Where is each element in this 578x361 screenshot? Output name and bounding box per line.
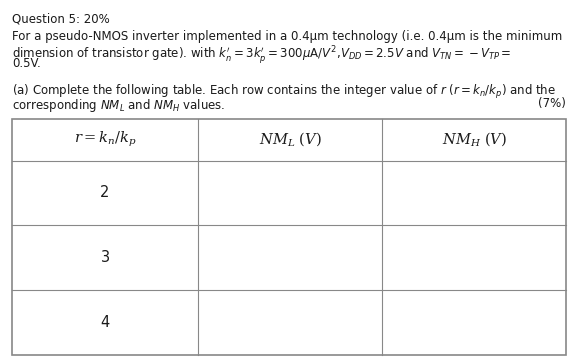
Text: (7%): (7%) [538,96,566,109]
Text: $NM_H\ (V)$: $NM_H\ (V)$ [442,131,506,148]
Text: 2: 2 [101,186,110,200]
Text: corresponding $NM_L$ and $NM_H$ values.: corresponding $NM_L$ and $NM_H$ values. [12,96,225,113]
Text: (a) Complete the following table. Each row contains the integer value of $r$ ($r: (a) Complete the following table. Each r… [12,83,556,101]
Text: 3: 3 [101,250,110,265]
Bar [12,118,566,355]
Text: 4: 4 [101,315,110,330]
Text: For a pseudo-NMOS inverter implemented in a 0.4μm technology (i.e. 0.4μm is the : For a pseudo-NMOS inverter implemented i… [12,30,562,43]
Text: 0.5V.: 0.5V. [12,57,41,70]
Text: dimension of transistor gate). with $k_n' = 3k_p' = 300\mu$A/$V^2$,$V_{DD} = 2.5: dimension of transistor gate). with $k_n… [12,43,512,65]
Text: $r = k_n/k_p$: $r = k_n/k_p$ [73,130,136,149]
Text: $NM_L\ (V)$: $NM_L\ (V)$ [258,131,321,148]
Text: Question 5: 20%: Question 5: 20% [12,12,110,25]
